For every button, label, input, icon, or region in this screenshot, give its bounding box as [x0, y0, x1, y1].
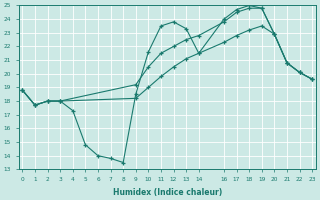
X-axis label: Humidex (Indice chaleur): Humidex (Indice chaleur)	[113, 188, 222, 197]
